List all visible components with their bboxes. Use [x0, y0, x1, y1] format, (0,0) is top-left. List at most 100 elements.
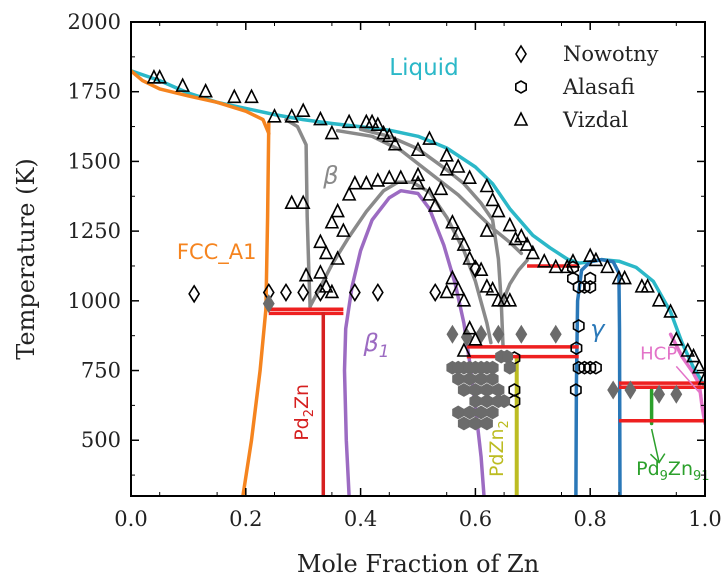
vizdal-point — [267, 108, 282, 123]
vizdal-point — [651, 292, 667, 307]
x-tick-label: 0.6 — [459, 507, 492, 531]
vizdal-point — [680, 342, 696, 357]
pdzn2-label: PdZn2 — [486, 420, 512, 477]
vizdal-point — [450, 280, 466, 296]
nowotny-point — [188, 284, 201, 304]
vizdal-point — [382, 127, 397, 143]
nowotny-point — [280, 282, 292, 302]
alasafi-point — [457, 416, 470, 431]
beta-label: β — [322, 162, 338, 190]
vizdal-point — [382, 169, 397, 184]
alasafi-point — [584, 271, 597, 286]
vizdal-point — [462, 319, 477, 335]
legend-marker-alasafi — [514, 80, 528, 94]
legend-label-vizdal: Vizdal — [562, 108, 629, 132]
alasafi-point — [486, 360, 499, 375]
vizdal-point — [439, 147, 454, 162]
vizdal-point — [244, 88, 259, 104]
hcp-boundary-curve — [668, 332, 705, 426]
nowotny-point — [314, 282, 327, 302]
vizdal-point — [462, 250, 477, 265]
vizdal-point — [387, 135, 403, 151]
vizdal-point — [330, 202, 345, 218]
y-tick-label: 1750 — [68, 80, 121, 104]
alasafi-point — [498, 394, 511, 409]
y-tick-label: 1000 — [68, 289, 121, 313]
nowotny-point — [429, 282, 442, 302]
alasafi-point — [452, 371, 465, 386]
vizdal-point — [313, 264, 328, 279]
alasafi-point — [569, 383, 582, 397]
x-axis-title: Mole Fraction of Zn — [297, 550, 539, 578]
vizdal-point — [370, 116, 386, 131]
fcc-label: FCC_A1 — [177, 240, 257, 265]
y-tick-label: 500 — [81, 428, 121, 452]
vizdal-point — [479, 278, 495, 293]
vizdal-point — [410, 166, 426, 182]
vizdal-point — [445, 269, 460, 285]
vizdal-point — [324, 283, 340, 299]
vizdal-point — [450, 158, 466, 173]
vizdal-point — [336, 222, 351, 237]
vizdal-point — [324, 213, 340, 229]
vizdal-point — [479, 177, 495, 193]
vizdal-point — [422, 186, 437, 201]
vizdal-point — [485, 191, 500, 207]
nowotny-point — [549, 324, 562, 344]
vizdal-point — [617, 269, 632, 285]
nowotny-point — [624, 380, 637, 400]
vizdal-point — [525, 244, 541, 260]
vizdal-point — [600, 258, 615, 274]
vizdal-point — [330, 250, 345, 265]
vizdal-point — [445, 213, 460, 229]
x-tick-label: 0.8 — [573, 507, 606, 531]
gamma-boundary-curve — [574, 257, 622, 496]
nowotny-point — [607, 380, 620, 400]
x-tick-label: 0.4 — [344, 507, 377, 531]
pd2zn-label: Pd2Zn — [291, 384, 317, 441]
vizdal-point — [227, 88, 242, 104]
vizdal-point — [588, 251, 604, 267]
legend: Nowotny Alasafi Vizdal — [513, 42, 659, 132]
nowotny-point — [371, 282, 384, 302]
hcp-label: HCP — [640, 343, 677, 364]
phase-boundary-curves — [131, 69, 705, 496]
nowotny-point — [492, 324, 505, 344]
nowotny-point — [475, 324, 488, 344]
vizdal-point — [439, 160, 454, 176]
vizdal-point — [313, 110, 328, 126]
alasafi-point — [578, 360, 591, 375]
vizdal-point — [502, 216, 518, 232]
alasafi-point — [486, 405, 499, 420]
vizdal-point — [433, 180, 449, 196]
vizdal-point — [669, 331, 684, 346]
alasafi-point — [589, 360, 602, 375]
alasafi-point — [572, 360, 585, 375]
fcc-boundary-curve — [131, 69, 271, 136]
vizdal-point — [462, 169, 477, 184]
vizdal-point — [198, 82, 213, 98]
nowotny-point — [670, 384, 683, 404]
legend-marker-nowotny — [515, 44, 527, 64]
beta-boundary-curve — [284, 117, 312, 309]
vizdal-point — [295, 194, 311, 210]
x-tick-label: 0.2 — [229, 507, 262, 531]
vizdal-point — [318, 278, 334, 293]
nowotny-point — [469, 259, 482, 279]
vizdal-point — [491, 202, 506, 218]
pd9zn91-arrow — [650, 428, 660, 463]
beta-boundary-curve — [501, 258, 529, 303]
vizdal-point — [376, 124, 391, 140]
x-tick-label: 1.0 — [688, 507, 721, 531]
vizdal-point — [152, 68, 167, 84]
hcp-arrow — [675, 365, 703, 397]
pd9zn91-arrow-head — [649, 453, 666, 464]
vizdal-point — [422, 130, 437, 145]
alasafi-point — [492, 383, 505, 397]
vizdal-point — [318, 244, 334, 260]
nowotny-point — [515, 324, 528, 344]
vizdal-point — [439, 283, 454, 299]
y-axis-title: Temperature (K) — [12, 158, 40, 360]
vizdal-point — [536, 252, 552, 268]
